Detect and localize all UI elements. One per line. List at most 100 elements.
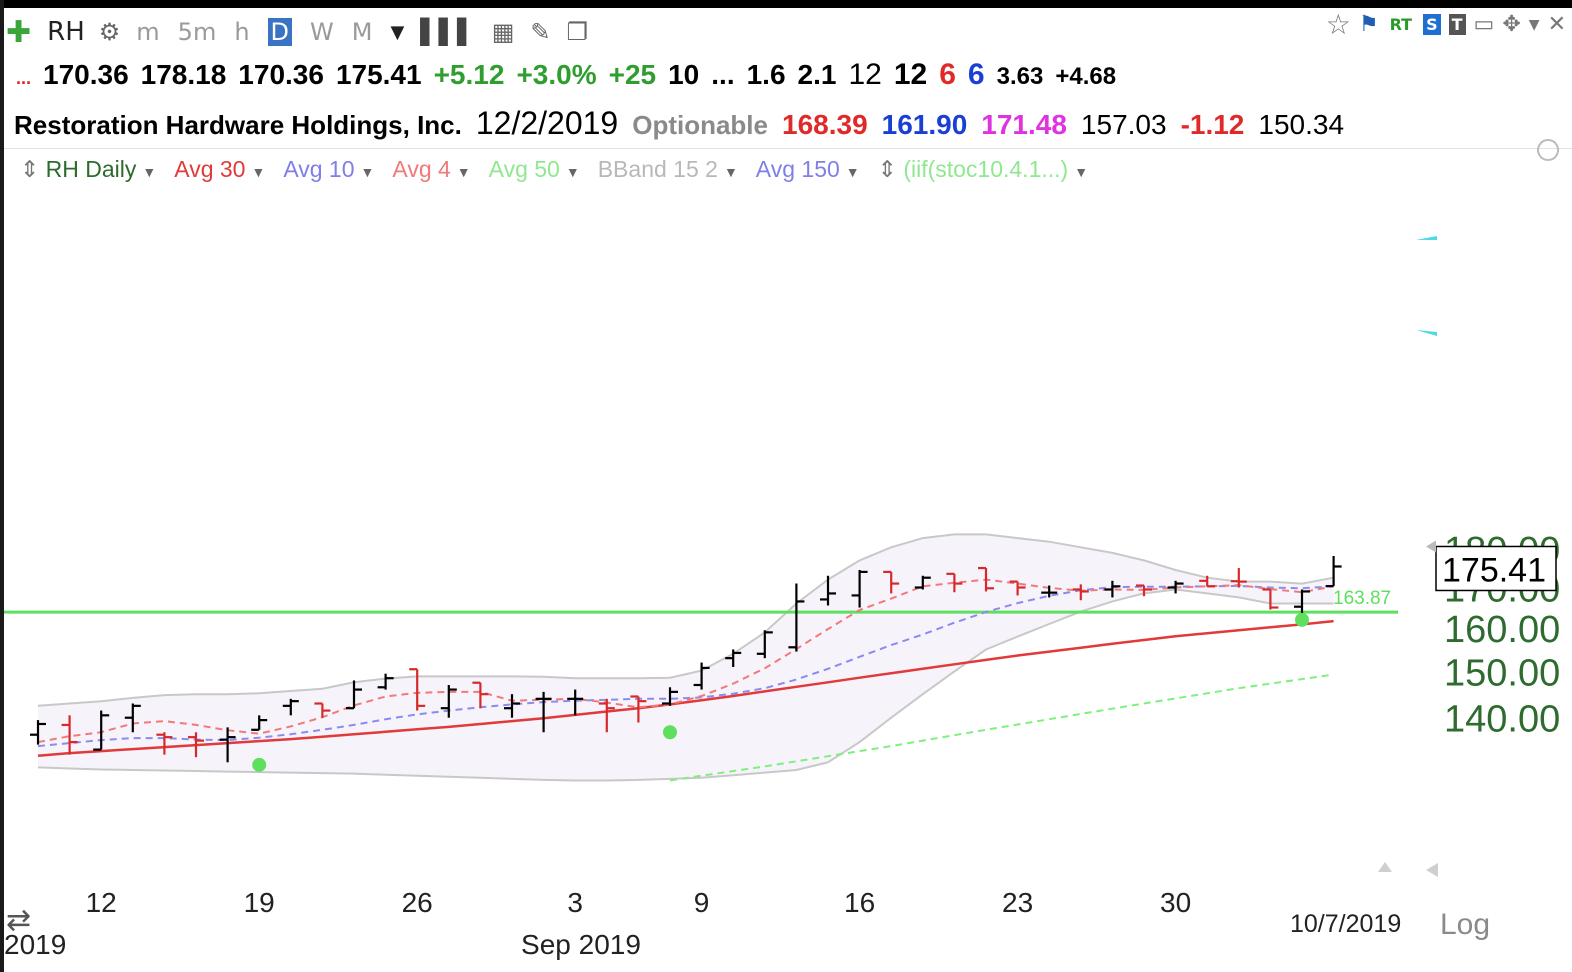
ohlc-bar <box>440 684 457 718</box>
s-badge[interactable]: S <box>1423 14 1441 35</box>
ohlc-bar <box>662 687 678 706</box>
legend-avg150-dropdown-icon[interactable]: ▼ <box>845 163 860 180</box>
legend-iif[interactable]: ⇕ (iif(stoc10.4.1...) ▼ <box>878 156 1088 183</box>
ohlc-bar <box>756 630 773 659</box>
x-tick-label: 12 <box>86 887 117 918</box>
copy-icon[interactable]: ❐ <box>566 18 589 46</box>
x-tick-label: 26 <box>402 887 433 918</box>
ohlc-bar <box>1199 575 1216 588</box>
y-tick-label: 150.00 <box>1444 652 1560 694</box>
interval-5m[interactable]: 5m <box>177 18 217 46</box>
ohlc-bar <box>978 566 994 592</box>
interval-w[interactable]: W <box>310 18 334 46</box>
legend-avg30[interactable]: Avg 30 ▼ <box>174 156 265 183</box>
link-icon[interactable]: ⚙ <box>98 18 121 46</box>
dropdown-arrow-icon[interactable]: ▼ <box>390 21 405 43</box>
add-symbol-icon[interactable]: ✚ <box>6 14 32 50</box>
x-tick-label: 9 <box>694 887 710 918</box>
chart-settings-icon <box>1537 139 1560 161</box>
symbol-label[interactable]: RH <box>47 17 85 47</box>
quote-ellipsis[interactable]: ... <box>16 68 32 88</box>
legend-bband[interactable]: BBand 15 2 ▼ <box>598 156 738 183</box>
menu-arrow-icon[interactable]: ▼ <box>1528 16 1540 33</box>
legend-avg4-dropdown-icon[interactable]: ▼ <box>456 163 471 180</box>
window-icon[interactable]: ▭ <box>1473 12 1495 37</box>
x-tick-label: 3 <box>567 887 583 918</box>
stat-v3: ... <box>711 59 735 90</box>
info-row: Restoration Hardware Holdings, Inc. 12/2… <box>14 105 1358 145</box>
ohlc-bar <box>1262 588 1279 610</box>
open-value: 170.36 <box>43 59 129 90</box>
info-date: 12/2/2019 <box>475 105 619 141</box>
stat-v7: 12 <box>893 58 928 91</box>
stat-v1: +25 <box>608 59 657 90</box>
interval-m[interactable]: m <box>136 18 160 46</box>
quote-row: ... 170.36 178.18 170.36 175.41 +5.12 +3… <box>16 58 1128 98</box>
ohlc-bar <box>504 694 520 718</box>
legend-avg4-label: Avg 4 <box>392 155 451 182</box>
info-n3: 171.48 <box>981 109 1067 140</box>
t-badge[interactable]: T <box>1448 14 1466 35</box>
ohlc-bar <box>188 732 204 758</box>
ohlc-bar <box>1136 584 1152 597</box>
info-n1: 168.39 <box>782 109 868 140</box>
legend-main[interactable]: ⇕ RH Daily ▼ <box>20 156 156 183</box>
bband-upper-line <box>37 533 1334 707</box>
scroll-left-icon <box>1426 863 1438 877</box>
ohlc-bar <box>219 727 236 763</box>
last-price-box <box>1435 545 1557 592</box>
legend-main-arrows-icon: ⇕ <box>20 155 46 182</box>
ohlc-bar <box>693 662 710 690</box>
stat-v4: 1.6 <box>746 59 786 90</box>
ohlc-bar <box>314 702 331 718</box>
x-year-label: 2019 <box>4 929 66 960</box>
legend-avg50-dropdown-icon[interactable]: ▼ <box>565 163 580 180</box>
ohlc-bar <box>1167 580 1184 594</box>
ohlc-bar <box>409 668 426 711</box>
legend-avg150[interactable]: Avg 150 ▼ <box>756 156 860 183</box>
ohlc-bar <box>535 691 552 733</box>
pencil-icon[interactable]: ✎ <box>530 18 551 46</box>
close-icon[interactable]: ✕ <box>1547 12 1566 37</box>
interval-mo[interactable]: M <box>351 18 373 46</box>
y-tick-label: 140.00 <box>1444 699 1560 741</box>
grid-settings-icon[interactable]: ▦ <box>491 18 515 46</box>
ohlc-bar <box>851 569 868 608</box>
legend-avg10-dropdown-icon[interactable]: ▼ <box>360 163 375 180</box>
signal-dot <box>1295 612 1309 627</box>
stat-v9: 6 <box>967 58 985 91</box>
legend-avg4[interactable]: Avg 4 ▼ <box>392 156 470 183</box>
ohlc-bar <box>725 649 742 667</box>
legend-main-dropdown-icon[interactable]: ▼ <box>142 163 157 180</box>
refresh-icon: ⇄ <box>6 903 31 938</box>
star-icon[interactable]: ☆ <box>1325 8 1351 41</box>
ohlc-bar <box>914 575 931 590</box>
axis-layer: 163.87180.00170.00160.00150.00140.00175.… <box>4 139 1560 960</box>
legend-avg10[interactable]: Avg 10 ▼ <box>283 156 374 183</box>
interval-d[interactable]: D <box>267 18 293 46</box>
stat-v2: 10 <box>668 59 700 90</box>
flag-icon[interactable]: ⚑ <box>1358 12 1379 37</box>
ohlc-bar <box>1230 568 1247 588</box>
signal-dot <box>252 757 267 772</box>
legend-iif-dropdown-icon[interactable]: ▼ <box>1074 163 1089 180</box>
stat-v5: 2.1 <box>797 59 837 90</box>
rt-badge[interactable]: RT <box>1389 15 1413 34</box>
high-marker <box>1416 236 1437 240</box>
move-icon[interactable]: ✥ <box>1502 12 1521 37</box>
legend-avg50-label: Avg 50 <box>488 155 560 182</box>
ohlc-bar <box>1041 585 1058 598</box>
interval-h[interactable]: h <box>234 18 250 46</box>
legend-bband-dropdown-icon[interactable]: ▼ <box>723 163 738 180</box>
bar-chart-icon[interactable]: ▌▌▌ <box>420 18 476 46</box>
price-pointer-icon <box>1426 540 1436 553</box>
ohlc-bar <box>377 673 394 690</box>
legend-avg50[interactable]: Avg 50 ▼ <box>489 156 580 183</box>
x-tick-label: 30 <box>1160 887 1191 918</box>
ohlc-bar <box>1072 584 1089 601</box>
price-bars-layer <box>30 555 1342 763</box>
signal-layer <box>252 612 1309 772</box>
ohlc-bar <box>93 710 110 751</box>
legend-avg30-dropdown-icon[interactable]: ▼ <box>251 163 266 180</box>
